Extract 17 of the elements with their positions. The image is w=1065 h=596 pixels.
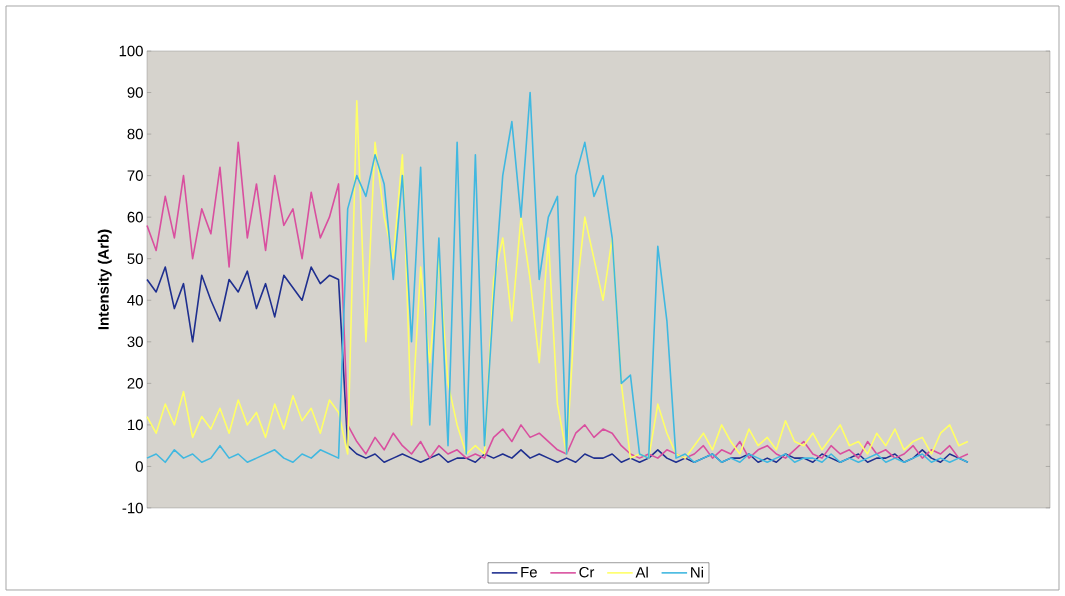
- y-tick-label: 50: [127, 253, 143, 264]
- y-tick-label: 70: [127, 170, 143, 181]
- y-axis-title: Intensity (Arb): [97, 229, 112, 330]
- y-tick-label: 90: [127, 87, 143, 98]
- y-tick-label: 30: [127, 336, 143, 348]
- y-tick-label: 40: [127, 294, 143, 306]
- y-tick-label: 0: [135, 461, 143, 472]
- y-tick-label: 80: [127, 128, 143, 140]
- y-tick-label: 20: [127, 378, 143, 389]
- legend-label: Fe: [521, 566, 537, 578]
- y-tick-label: 100: [119, 45, 143, 57]
- y-tick-label: 10: [128, 419, 143, 431]
- legend-label: Cr: [579, 566, 595, 578]
- y-tick-label: -10: [122, 502, 143, 514]
- legend-label: Al: [635, 566, 648, 578]
- legend-label: Ni: [691, 566, 703, 578]
- y-tick-label: 60: [127, 211, 143, 223]
